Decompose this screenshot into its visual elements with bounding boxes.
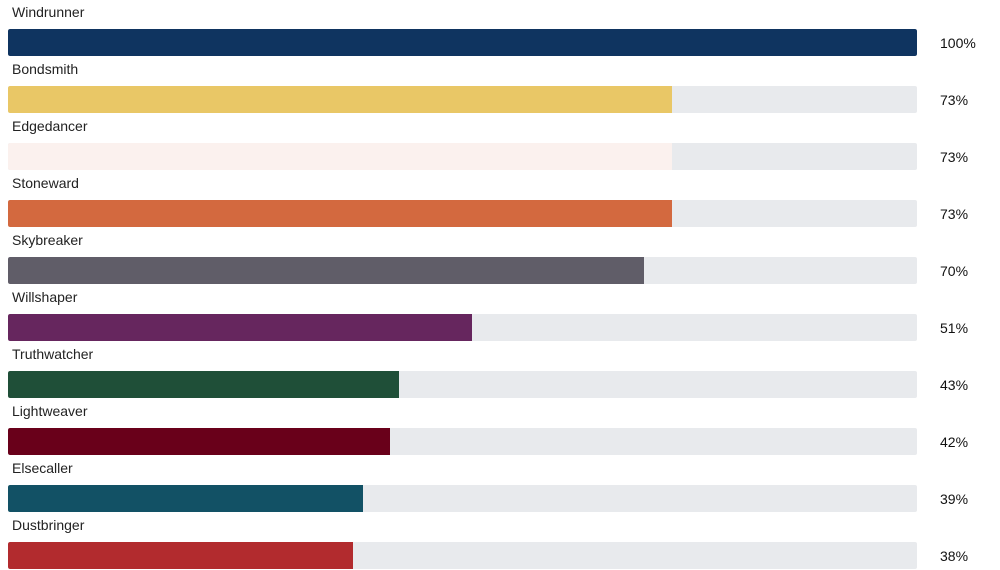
value-label: 38%	[940, 548, 969, 564]
bar-row: Edgedancer 73%	[0, 114, 1000, 171]
bar-track	[8, 200, 917, 227]
bar-track	[8, 485, 917, 512]
bar	[8, 257, 644, 284]
bar	[8, 86, 672, 113]
category-label: Lightweaver	[12, 403, 88, 419]
category-label: Skybreaker	[12, 232, 83, 248]
bar-row: Stoneward 73%	[0, 171, 1000, 228]
bar-track	[8, 29, 917, 56]
bar	[8, 485, 363, 512]
value-label: 51%	[940, 320, 969, 336]
bar	[8, 428, 390, 455]
bar	[8, 314, 472, 341]
bar-track	[8, 428, 917, 455]
category-label: Dustbringer	[12, 517, 85, 533]
value-label: 73%	[940, 92, 969, 108]
value-label: 43%	[940, 377, 969, 393]
bar-row: Windrunner 100%	[0, 0, 1000, 57]
value-label: 42%	[940, 434, 969, 450]
value-label: 73%	[940, 206, 969, 222]
bar	[8, 29, 917, 56]
bar-track	[8, 257, 917, 284]
bar	[8, 371, 399, 398]
bar-row: Dustbringer 38%	[0, 513, 1000, 570]
category-label: Truthwatcher	[12, 346, 94, 362]
bar-track	[8, 314, 917, 341]
category-label: Bondsmith	[12, 61, 79, 77]
bar-track	[8, 143, 917, 170]
bar-row: Lightweaver 42%	[0, 399, 1000, 456]
bar	[8, 542, 353, 569]
value-label: 73%	[940, 149, 969, 165]
bar-track	[8, 542, 917, 569]
bar	[8, 143, 672, 170]
bar-row: Skybreaker 70%	[0, 228, 1000, 285]
value-label: 70%	[940, 263, 969, 279]
value-label: 39%	[940, 491, 969, 507]
bar	[8, 200, 672, 227]
bar-row: Bondsmith 73%	[0, 57, 1000, 114]
bar-track	[8, 371, 917, 398]
category-label: Stoneward	[12, 175, 79, 191]
bar-row: Truthwatcher 43%	[0, 342, 1000, 399]
category-label: Edgedancer	[12, 118, 88, 134]
category-label: Windrunner	[12, 4, 85, 20]
bar-row: Willshaper 51%	[0, 285, 1000, 342]
bar-track	[8, 86, 917, 113]
category-label: Willshaper	[12, 289, 78, 305]
value-label: 100%	[940, 35, 976, 51]
category-label: Elsecaller	[12, 460, 73, 476]
bar-row: Elsecaller 39%	[0, 456, 1000, 513]
